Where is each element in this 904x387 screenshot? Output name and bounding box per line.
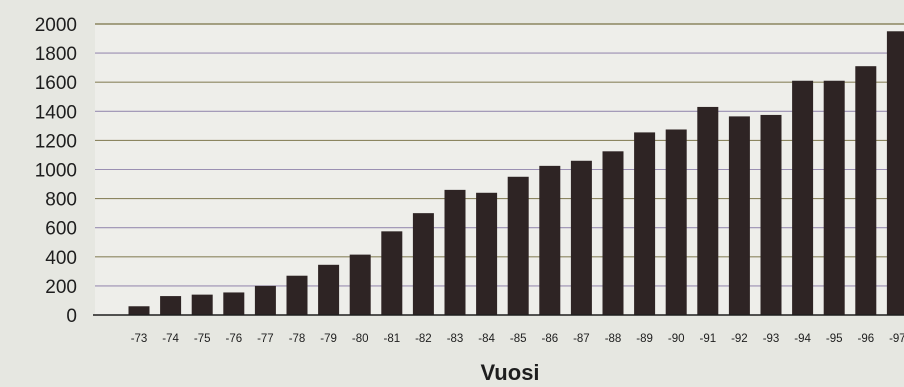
y-tick-label: 600 — [45, 219, 77, 240]
bar-83 — [444, 189, 466, 315]
x-tick-label: -87 — [573, 333, 590, 345]
x-tick-label: -93 — [763, 333, 780, 345]
x-tick-label: -82 — [415, 333, 432, 345]
x-tick-label: -95 — [826, 333, 843, 345]
x-tick-label: -83 — [447, 333, 464, 345]
x-tick-label: -96 — [857, 333, 874, 345]
x-tick-label: -89 — [636, 333, 653, 345]
bar-79 — [318, 264, 340, 315]
bar-81 — [381, 231, 403, 315]
y-tick-label: 1400 — [35, 102, 77, 123]
x-tick-label: -81 — [383, 333, 400, 345]
bar-87 — [570, 160, 592, 315]
x-tick-label: -80 — [352, 333, 369, 345]
x-tick-label: -74 — [162, 333, 179, 345]
y-tick-label: 200 — [45, 277, 77, 298]
bar-91 — [697, 106, 719, 315]
bar-78 — [286, 275, 308, 315]
y-tick-label: 1600 — [35, 73, 77, 94]
bar-94 — [792, 80, 814, 316]
bar-74 — [160, 296, 182, 315]
bar-90 — [665, 129, 687, 315]
bar-82 — [412, 213, 434, 315]
x-tick-label: -76 — [225, 333, 242, 345]
bar-84 — [476, 192, 498, 315]
bar-93 — [760, 114, 782, 315]
x-axis-tick-labels: -73 -74 -75 -76 -77 -78 -79 -80 -81 -82 -83 -84 -85 -… — [131, 333, 904, 345]
y-tick-label: 2000 — [35, 15, 77, 36]
x-tick-label: -97 — [889, 333, 904, 345]
y-tick-label: 1000 — [35, 161, 77, 182]
x-tick-label: -92 — [731, 333, 748, 345]
y-axis-tick-labels: 0 200 400 600 800 1000 1200 1400 1600 1800 2000 — [35, 15, 77, 327]
y-tick-label: 800 — [45, 190, 77, 211]
y-tick-label: 1200 — [35, 131, 77, 152]
x-tick-label: -84 — [478, 333, 495, 345]
x-tick-label: -85 — [510, 333, 527, 345]
bar-95 — [823, 80, 845, 316]
bar-77 — [254, 285, 276, 315]
x-tick-label: -86 — [541, 333, 558, 345]
bar-76 — [223, 292, 245, 315]
x-tick-label: -77 — [257, 333, 274, 345]
bar-75 — [191, 294, 213, 315]
bar-92 — [728, 116, 750, 315]
bar-89 — [634, 132, 656, 315]
bar-86 — [539, 165, 561, 315]
y-tick-label: 0 — [66, 306, 77, 327]
bar-80 — [349, 254, 371, 315]
x-axis-title: Vuosi — [480, 360, 539, 385]
x-tick-label: -78 — [289, 333, 306, 345]
x-tick-label: -90 — [668, 333, 685, 345]
bar-97 — [886, 31, 904, 316]
bar-85 — [507, 176, 529, 315]
bar-96 — [855, 66, 877, 315]
y-tick-label: 400 — [45, 248, 77, 269]
x-tick-label: -73 — [131, 333, 148, 345]
x-tick-label: -94 — [794, 333, 811, 345]
bar-73 — [128, 306, 150, 315]
y-tick-label: 1800 — [35, 44, 77, 65]
bar-88 — [602, 151, 624, 315]
x-tick-label: -79 — [320, 333, 337, 345]
bars — [128, 31, 904, 316]
x-tick-label: -75 — [194, 333, 211, 345]
x-tick-label: -91 — [699, 333, 716, 345]
x-tick-label: -88 — [605, 333, 622, 345]
